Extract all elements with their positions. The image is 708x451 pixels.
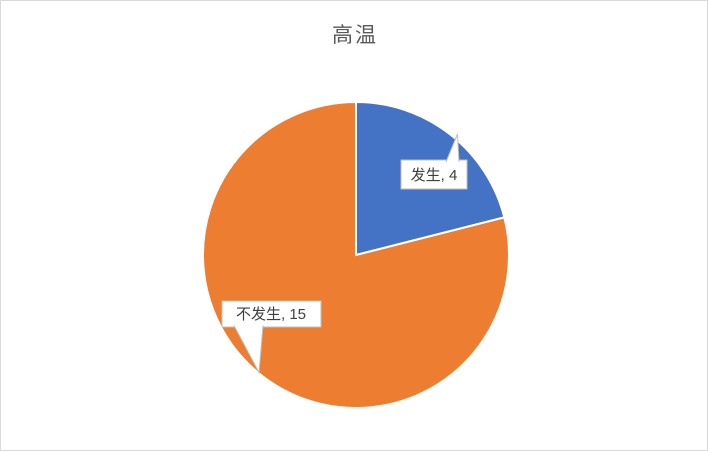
callout-box bbox=[400, 159, 468, 190]
data-label-callout-fasheng: 发生, 4 bbox=[400, 133, 468, 190]
data-label-text: 不发生, 15 bbox=[236, 306, 306, 323]
data-label-text: 发生, 4 bbox=[411, 167, 458, 184]
chart-title: 高温 bbox=[332, 23, 378, 47]
callout-tail bbox=[233, 325, 264, 375]
callout-tail bbox=[445, 133, 460, 163]
data-label-callout-bufasheng: 不发生, 15 bbox=[221, 300, 322, 375]
callout-box bbox=[221, 300, 322, 328]
pie-slices bbox=[202, 100, 510, 409]
pie-slice-2 bbox=[202, 100, 510, 409]
